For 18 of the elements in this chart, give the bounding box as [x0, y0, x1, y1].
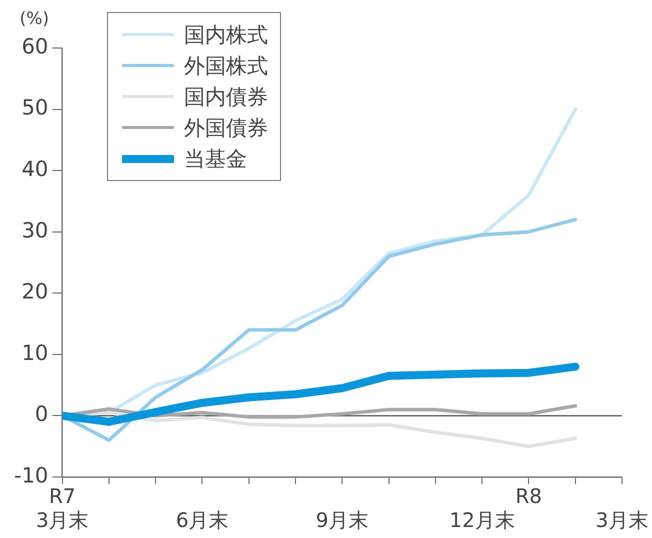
- y-tick-label: 30: [22, 218, 48, 242]
- y-tick-label: 50: [22, 96, 48, 120]
- x-tick-label: 3月末: [596, 508, 648, 532]
- x-tick-label: 6月末: [176, 508, 229, 532]
- y-tick-label: 20: [22, 280, 48, 304]
- y-tick-label: 10: [22, 340, 48, 365]
- legend-label: 当基金: [184, 146, 247, 172]
- y-tick-label: 40: [22, 157, 48, 182]
- x-tick-label: 9月末: [316, 508, 369, 532]
- x-tick-label: R8: [515, 484, 542, 508]
- legend-label: 外国株式: [184, 52, 268, 80]
- x-tick-label: 12月末: [449, 508, 515, 532]
- legend-label: 国内債券: [184, 84, 268, 110]
- y-axis-title: (%): [20, 9, 50, 29]
- y-tick-label: 60: [22, 34, 48, 58]
- legend-label: 外国債券: [184, 114, 268, 142]
- legend-label: 国内株式: [184, 22, 268, 48]
- y-tick-label: 0: [34, 402, 48, 426]
